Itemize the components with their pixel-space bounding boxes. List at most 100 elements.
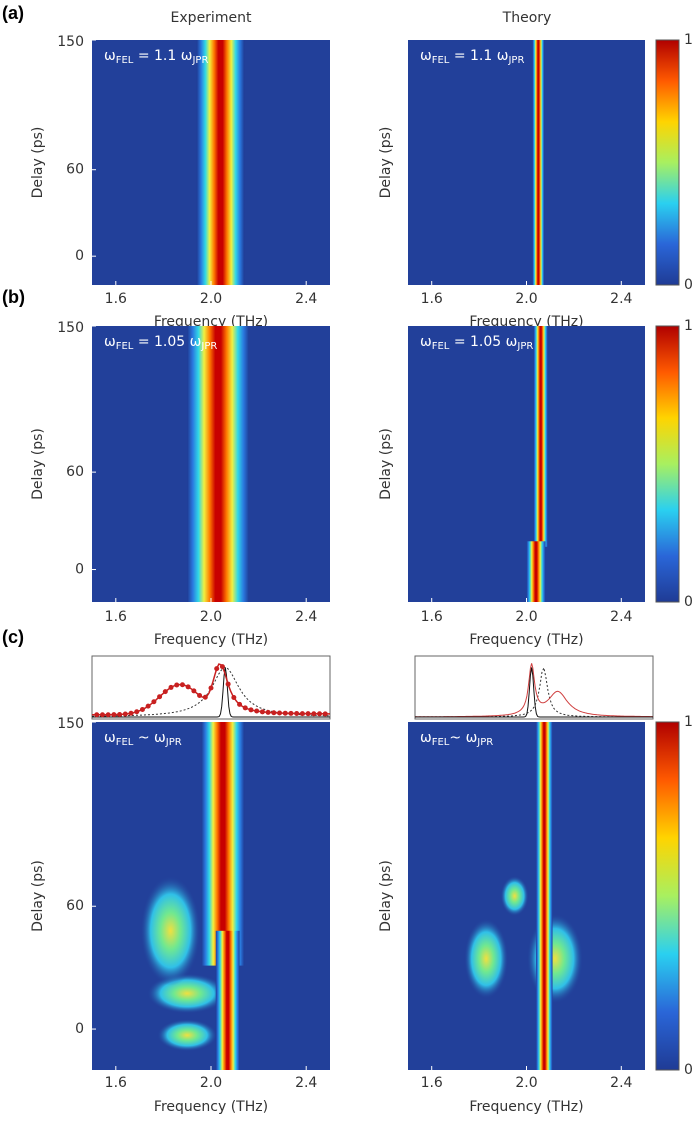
y-axis-label: Delay (ps) xyxy=(378,127,394,199)
x-tick-label: 2.0 xyxy=(515,1075,537,1091)
annotation: ωFEL = 1.1 ωJPR xyxy=(104,48,208,66)
y-tick-label: 150 xyxy=(57,716,84,732)
annotation: ωFEL ~ ωJPR xyxy=(104,730,182,748)
inset-point xyxy=(162,689,168,695)
inset-point xyxy=(117,711,123,717)
annotation-part: ω xyxy=(104,48,116,64)
annotation-part: ω xyxy=(420,334,432,350)
inset-point xyxy=(128,710,134,716)
y-axis-label: Delay (ps) xyxy=(30,860,46,932)
x-axis-label: Frequency (THz) xyxy=(154,1099,268,1115)
x-axis-label: Frequency (THz) xyxy=(154,632,268,648)
y-axis-label: Delay (ps) xyxy=(30,127,46,199)
annotation-part: JPR xyxy=(476,737,493,748)
inset-point xyxy=(214,666,220,672)
x-axis-label: Frequency (THz) xyxy=(469,632,583,648)
annotation-part: ~ ω xyxy=(133,730,165,746)
y-axis-label: Delay (ps) xyxy=(378,860,394,932)
inset-point xyxy=(145,703,151,709)
panel-label: (b) xyxy=(2,287,25,307)
inset-point xyxy=(185,684,191,690)
inset-point xyxy=(311,711,317,717)
heatmap-blob xyxy=(464,918,509,999)
annotation-part: JPR xyxy=(507,55,524,66)
inset-point xyxy=(317,711,323,717)
y-tick-label: 60 xyxy=(66,898,84,914)
heatmap-blob xyxy=(157,1019,218,1052)
inset-point xyxy=(219,664,225,670)
colorbar-tick-label: 0 xyxy=(684,277,693,293)
inset-curve xyxy=(92,667,330,718)
inset-point xyxy=(288,710,294,716)
annotation-part: FEL xyxy=(432,55,450,66)
annotation-part: FEL xyxy=(432,737,450,748)
annotation-part: ω xyxy=(104,730,116,746)
annotation-part: FEL xyxy=(432,341,450,352)
colorbar-tick-label: 1 xyxy=(684,714,693,730)
annotation-part: ~ ω xyxy=(449,730,477,746)
annotation-part: = 1.05 ω xyxy=(133,334,201,350)
annotation: ωFEL = 1.05 ωJPR xyxy=(104,334,217,352)
x-tick-label: 1.6 xyxy=(421,609,443,625)
x-tick-label: 1.6 xyxy=(105,609,127,625)
annotation-part: JPR xyxy=(191,55,208,66)
colorbar-tick-label: 1 xyxy=(684,318,693,334)
heatmap xyxy=(92,326,330,602)
y-tick-label: 150 xyxy=(57,34,84,50)
x-axis-label: Frequency (THz) xyxy=(469,1099,583,1115)
inset-point xyxy=(191,688,197,694)
x-tick-label: 2.0 xyxy=(515,609,537,625)
x-tick-label: 2.4 xyxy=(295,609,317,625)
inset-point xyxy=(248,707,254,713)
annotation-part: JPR xyxy=(516,341,533,352)
inset-point xyxy=(231,695,237,701)
annotation-part: FEL xyxy=(116,341,134,352)
annotation: ωFEL~ ωJPR xyxy=(420,730,493,748)
heatmap-ridge xyxy=(533,326,548,547)
annotation-part: = 1.05 ω xyxy=(449,334,517,350)
heatmap-blob xyxy=(140,875,201,986)
inset-point xyxy=(202,694,208,700)
heatmap-ridge xyxy=(187,326,250,602)
x-tick-label: 2.4 xyxy=(610,291,632,307)
colorbar-tick-label: 0 xyxy=(684,594,693,610)
annotation-part: ω xyxy=(104,334,116,350)
inset-point xyxy=(305,711,311,717)
heatmap xyxy=(408,40,645,285)
x-tick-label: 2.0 xyxy=(200,609,222,625)
heatmap-ridge xyxy=(196,40,245,285)
x-tick-label: 1.6 xyxy=(105,1075,127,1091)
inset-point xyxy=(254,708,260,714)
x-tick-label: 2.4 xyxy=(610,1075,632,1091)
inset-point xyxy=(294,710,300,716)
inset-point xyxy=(139,706,145,712)
inset-point xyxy=(277,710,283,716)
annotation-part: FEL xyxy=(116,55,134,66)
inset-point xyxy=(322,711,328,717)
heatmap xyxy=(408,326,645,602)
x-tick-label: 2.0 xyxy=(200,1075,222,1091)
y-axis-label: Delay (ps) xyxy=(30,428,46,500)
inset-point xyxy=(265,709,271,715)
panel-label: (a) xyxy=(2,3,24,23)
x-tick-label: 2.4 xyxy=(610,609,632,625)
column-title: Theory xyxy=(502,10,552,26)
inset-point xyxy=(197,692,203,698)
colorbar xyxy=(655,325,680,603)
column-title: Experiment xyxy=(171,10,252,26)
inset-point xyxy=(208,685,214,691)
colorbar xyxy=(655,721,680,1071)
inset-point xyxy=(157,694,163,700)
heatmap xyxy=(92,40,330,285)
x-tick-label: 1.6 xyxy=(421,1075,443,1091)
x-tick-label: 2.0 xyxy=(515,291,537,307)
heatmap-ridge xyxy=(535,722,553,1070)
x-tick-label: 1.6 xyxy=(105,291,127,307)
inset-point xyxy=(94,712,100,718)
colorbar-tick-label: 1 xyxy=(684,32,693,48)
y-tick-label: 60 xyxy=(66,162,84,178)
inset-point xyxy=(134,709,140,715)
x-tick-label: 2.4 xyxy=(295,1075,317,1091)
inset-point xyxy=(111,712,117,718)
